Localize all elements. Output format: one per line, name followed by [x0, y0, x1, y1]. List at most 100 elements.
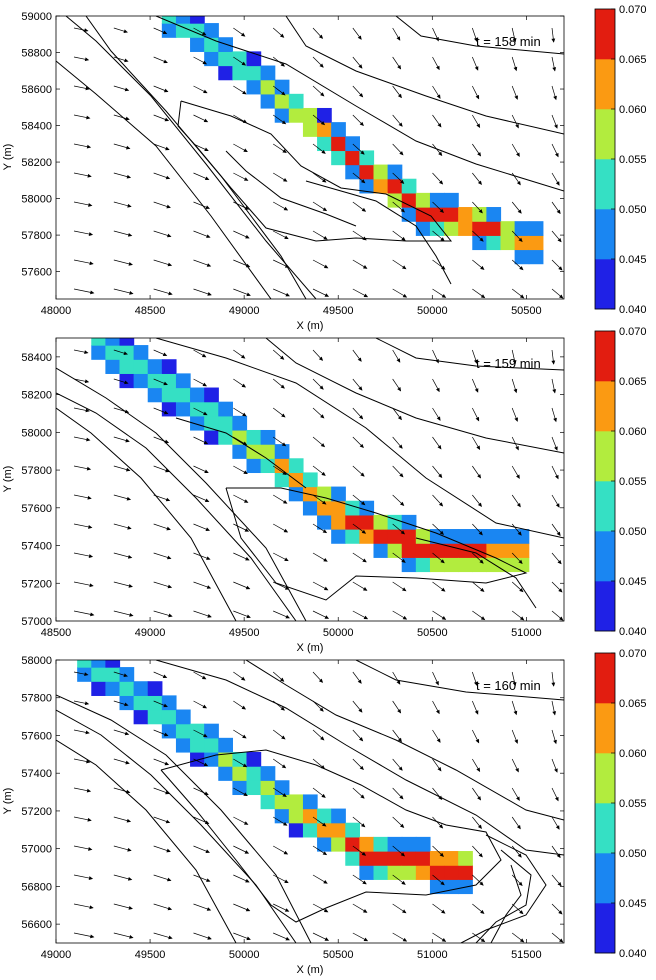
plume-cell [204, 401, 219, 417]
velocity-arrow [352, 230, 367, 241]
velocity-arrow [73, 845, 93, 851]
velocity-arrows-3 [73, 671, 564, 943]
plume-cell [175, 387, 191, 403]
x-tick-label: 50500 [323, 949, 354, 961]
plume-cell [105, 359, 121, 374]
velocity-arrow [392, 903, 407, 914]
velocity-arrow [472, 349, 478, 365]
velocity-arrow [352, 288, 369, 298]
colorbar-tick-label: 0.045 [619, 254, 647, 266]
plume-cell [105, 345, 121, 360]
velocity-arrow [73, 581, 94, 588]
plume-cell [345, 514, 360, 530]
velocity-arrow [312, 143, 326, 154]
velocity-arrow [73, 349, 89, 355]
y-tick-label: 58000 [21, 427, 52, 439]
velocity-arrow [392, 259, 407, 270]
velocity-arrow [233, 932, 251, 941]
velocity-arrow [312, 407, 325, 419]
velocity-arrow [551, 56, 557, 72]
colorbar-segment [595, 703, 615, 754]
plume-cell [302, 472, 318, 488]
plume-cell [133, 695, 149, 711]
velocity-arrow [113, 874, 133, 881]
plume-cell [204, 387, 219, 403]
x-axis-1: 48000 48500 49000 49500 50000 50500 [41, 16, 542, 317]
velocity-arrow [392, 494, 405, 506]
velocity-arrow [193, 288, 212, 296]
depth-contour [375, 338, 564, 371]
plume-cell [161, 723, 177, 739]
y-tick-label: 57200 [21, 806, 52, 818]
velocity-arrow [272, 27, 285, 38]
x-tick-label: 49500 [323, 305, 354, 317]
velocity-arrow [113, 494, 132, 501]
plume-cell [147, 709, 163, 725]
plume-cell [401, 207, 417, 222]
velocity-arrow [432, 494, 444, 507]
velocity-arrow [113, 932, 134, 939]
depth-contour [155, 338, 564, 539]
colorbar-tick-label: 0.050 [619, 848, 647, 860]
velocity-arrow [352, 523, 367, 534]
plume-cell [274, 780, 290, 796]
velocity-arrow [352, 552, 367, 563]
velocity-arrow [432, 700, 440, 715]
plume-cell [161, 695, 177, 711]
plume-cell [175, 709, 191, 725]
velocity-arrow [193, 787, 209, 796]
x-axis-label-3: X (m) [297, 964, 324, 976]
plume-cell [302, 107, 318, 123]
velocity-arrow [312, 56, 324, 68]
plume-cell [345, 500, 360, 516]
velocity-arrow [312, 523, 328, 534]
velocity-arrow [551, 700, 557, 716]
velocity-arrow [233, 581, 251, 590]
plume-cell [486, 207, 502, 222]
velocity-arrow [233, 465, 248, 475]
velocity-arrow [272, 816, 288, 826]
colorbar-tick-label: 0.065 [619, 54, 647, 66]
velocity-arrow [73, 436, 91, 442]
colorbar-segment [595, 653, 615, 704]
velocity-arrow [352, 787, 365, 799]
velocity-arrow [392, 143, 404, 156]
plume-cell [288, 794, 304, 810]
depth-contour [56, 694, 312, 943]
plume-cell [274, 444, 290, 459]
velocity-arrow [193, 729, 208, 738]
velocity-arrow [352, 378, 363, 391]
plume-cell [133, 359, 149, 374]
plume-contours-2 [91, 338, 530, 573]
velocity-arrow [352, 874, 367, 885]
velocity-arrow [511, 845, 522, 858]
plume-cell [458, 529, 473, 544]
plume-cell [359, 529, 375, 544]
plume-cell [190, 723, 205, 739]
plume-cell [274, 107, 290, 123]
velocity-arrow [193, 932, 212, 940]
plume-cell [218, 415, 233, 431]
plume-cell [429, 879, 445, 895]
plot-frame-3 [55, 659, 565, 944]
plume-cell [444, 543, 459, 558]
velocity-arrow [472, 932, 486, 943]
plume-cell [373, 178, 389, 194]
colorbar-segment [595, 59, 615, 110]
plume-cell [359, 514, 375, 530]
plume-cell [218, 429, 233, 445]
plume-cell [161, 23, 177, 38]
plume-cell [401, 514, 417, 530]
plume-cell [218, 401, 233, 417]
velocity-arrow [193, 671, 207, 680]
velocity-arrow [392, 552, 406, 563]
velocity-arrow [233, 407, 247, 417]
plume-cell [331, 150, 346, 166]
plume-cell [317, 486, 332, 502]
plot-frame-1 [55, 15, 565, 300]
y-tick-label: 56800 [21, 881, 52, 893]
plume-cell [218, 51, 233, 67]
velocity-arrow [352, 581, 368, 591]
plume-cell [119, 373, 135, 389]
y-tick-label: 58800 [21, 48, 52, 60]
